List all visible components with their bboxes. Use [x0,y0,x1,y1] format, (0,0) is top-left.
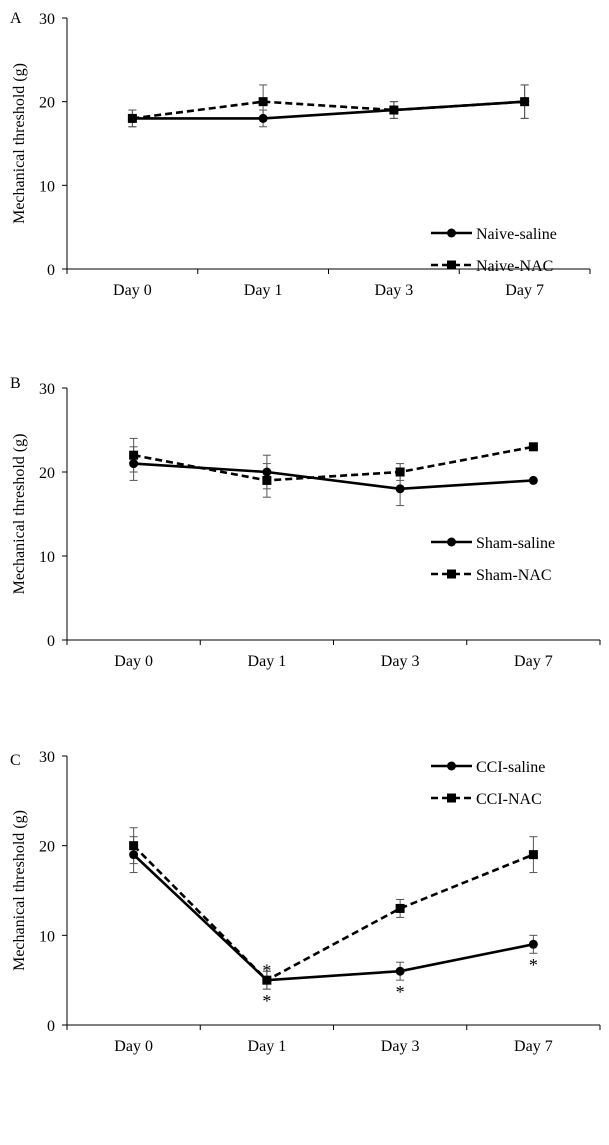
legend-label: CCI-saline [476,759,545,776]
y-tick-label: 0 [47,1018,55,1035]
legend-label: Sham-NAC [476,567,552,584]
y-axis-title: Mechanical threshold (g) [11,810,28,971]
series-line [133,445,534,482]
x-tick-label: Day 1 [244,282,283,299]
legend-label: CCI-NAC [476,791,542,808]
x-tick-label: Day 0 [113,282,152,299]
data-point-square [129,450,139,460]
data-point-square [129,841,139,851]
legend-label: Naive-saline [476,226,557,243]
legend-label: Sham-saline [476,535,555,552]
panel-label: C [10,752,21,769]
y-axis-title: Mechanical threshold (g) [11,434,28,595]
y-tick-label: 10 [39,178,55,195]
series-line [132,844,534,982]
y-tick-label: 30 [39,11,55,28]
data-point-square [389,105,399,115]
data-point-square [528,850,538,860]
legend-marker-circle [447,761,456,771]
data-point-circle [395,966,405,976]
y-tick-label: 10 [39,928,55,945]
significance-marker: * [529,955,538,975]
x-tick-label: Day 3 [375,282,414,299]
y-tick-label: 0 [47,262,55,279]
chart-panel: B 0 10 20 30 Day 0 Day 1 Day 3 Day 7 Mechanical t… [10,375,601,670]
series-line [133,462,534,491]
legend-marker-circle [447,228,456,238]
data-point-circle [129,459,139,469]
significance-marker: * [396,982,405,1002]
series-line [132,853,534,982]
x-tick-label: Day 1 [248,653,287,670]
y-tick-label: 20 [39,95,55,112]
y-tick-label: 10 [39,549,55,566]
y-tick-label: 30 [39,381,55,398]
x-tick-label: Day 0 [114,653,153,670]
legend-marker-square [447,793,456,803]
x-tick-label: Day 0 [114,1038,153,1055]
data-point-circle [258,113,268,123]
panel-label: B [10,375,21,392]
legend-marker-square [447,569,456,579]
x-tick-label: Day 1 [248,1038,287,1055]
x-tick-label: Day 7 [505,282,544,299]
x-tick-label: Day 3 [381,1038,420,1055]
data-point-circle [528,939,538,949]
y-axis-title: Mechanical threshold (g) [11,63,28,224]
significance-marker: * [262,991,271,1011]
x-tick-label: Day 3 [381,653,420,670]
legend-marker-circle [447,537,456,547]
y-tick-label: 20 [39,839,55,856]
series-line [132,100,525,120]
data-point-circle [528,475,538,485]
data-point-square [395,903,405,913]
data-point-square [262,975,272,985]
data-point-square [262,475,272,485]
legend-label: Naive-NAC [476,258,553,275]
data-point-square [520,97,530,107]
y-tick-label: 20 [39,465,55,482]
chart-panel: C 0 10 20 30 Day 0 Day 1 Day 3 Day 7 Mechanical t… [10,749,601,1055]
significance-marker: * [262,961,271,981]
chart-panel: A 0 10 20 30 Day 0 Day 1 Day 3 Day 7 Mechanical t… [10,10,591,299]
x-tick-label: Day 7 [514,1038,553,1055]
data-point-circle [395,484,405,494]
y-tick-label: 30 [39,749,55,766]
data-point-square [395,467,405,477]
data-point-square [127,113,137,123]
data-point-square [258,97,268,107]
x-tick-label: Day 7 [514,653,553,670]
data-point-square [528,442,538,452]
data-point-circle [262,467,272,477]
data-point-circle [129,850,139,860]
y-tick-label: 0 [47,633,55,650]
panel-label: A [10,10,22,27]
legend-marker-square [447,260,456,270]
